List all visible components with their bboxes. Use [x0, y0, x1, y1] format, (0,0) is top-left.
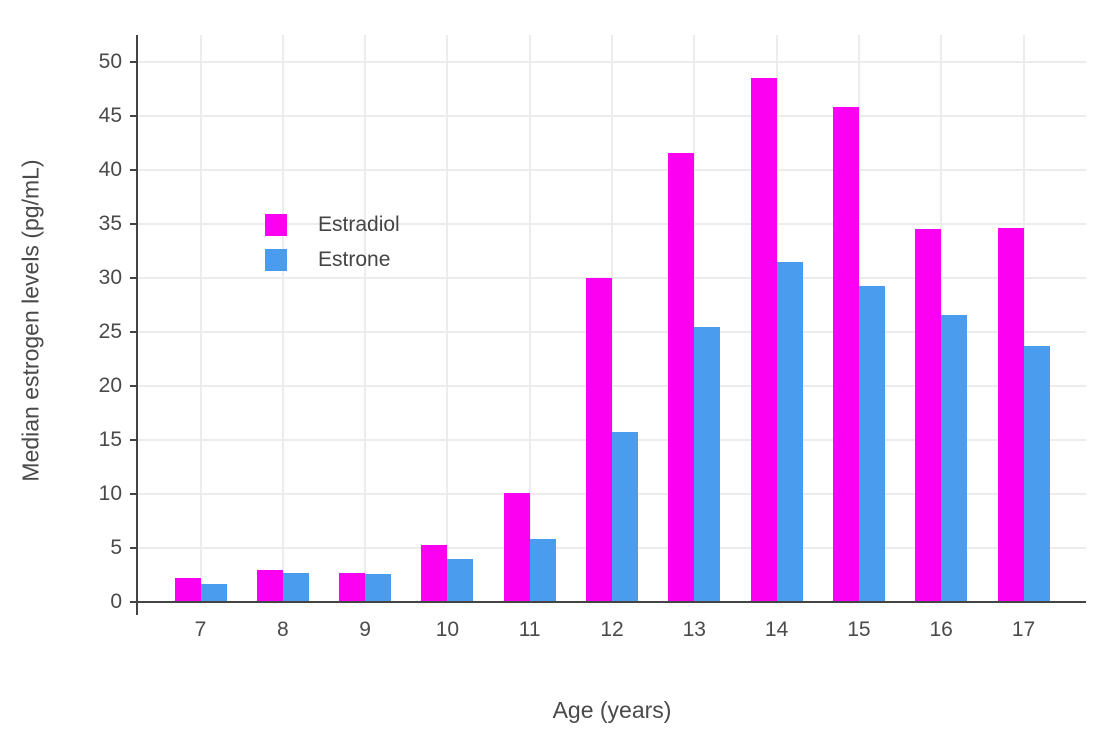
x-tick-label: 10: [435, 618, 460, 641]
x-axis-line: [138, 601, 1086, 603]
y-tick-label: 35: [98, 212, 122, 235]
y-tick-mark: [130, 61, 138, 63]
bar-estrone-16: [941, 314, 968, 602]
bar-estrone-9: [365, 573, 392, 602]
v-gridline: [1022, 35, 1025, 602]
legend-label-estrone: Estrone: [318, 248, 391, 271]
bar-estrone-17: [1023, 346, 1050, 602]
bar-estrone-15: [858, 285, 885, 602]
bar-estrone-7: [200, 583, 227, 602]
bar-estradiol-11: [503, 492, 530, 602]
y-tick-label: 15: [98, 428, 122, 451]
bar-estradiol-9: [339, 572, 366, 602]
y-tick-label: 10: [98, 482, 122, 505]
y-axis-line: [136, 35, 138, 615]
bar-estradiol-12: [586, 278, 612, 602]
bar-estradiol-15: [832, 107, 859, 602]
y-axis-title: Median estrogen levels (pg/mL): [17, 159, 44, 482]
x-tick-label: 16: [929, 618, 953, 641]
x-tick-label: 8: [276, 618, 289, 641]
legend-item-estrone: Estrone: [265, 248, 400, 272]
v-gridline: [693, 35, 696, 602]
x-tick-label: 17: [1011, 618, 1036, 641]
bar-estrone-8: [282, 572, 309, 602]
x-tick-label: 11: [518, 618, 541, 641]
bar-estrone-11: [529, 539, 556, 602]
bar-estradiol-13: [668, 152, 695, 602]
y-tick-label: 25: [98, 320, 122, 343]
v-gridline: [281, 35, 284, 602]
estradiol-swatch-icon: [265, 214, 287, 236]
y-tick-mark: [130, 115, 138, 117]
v-gridline: [611, 35, 613, 602]
y-tick-mark: [130, 601, 138, 603]
bar-estrone-13: [694, 326, 721, 602]
bar-estradiol-7: [174, 578, 201, 602]
v-gridline: [199, 35, 202, 602]
legend-label-estradiol: Estradiol: [318, 213, 400, 236]
bar-estradiol-10: [421, 544, 448, 602]
legend-item-estradiol: Estradiol: [265, 213, 400, 237]
estrone-swatch-icon: [265, 249, 287, 271]
y-tick-mark: [130, 331, 138, 333]
bar-estrone-10: [447, 558, 474, 602]
bar-estrone-12: [612, 432, 638, 602]
y-tick-label: 0: [110, 590, 122, 613]
x-tick-label: 13: [682, 618, 706, 641]
x-axis-title: Age (years): [552, 697, 672, 723]
x-tick-label: 9: [359, 618, 371, 641]
x-tick-label: 14: [764, 618, 789, 641]
y-tick-mark: [130, 169, 138, 171]
v-gridline: [446, 35, 449, 602]
bar-estradiol-14: [750, 78, 777, 602]
y-tick-label: 5: [110, 536, 122, 559]
y-tick-mark: [130, 439, 138, 441]
y-tick-mark: [130, 277, 138, 279]
y-tick-label: 40: [98, 158, 122, 181]
legend: Estradiol Estrone: [265, 213, 400, 272]
y-tick-mark: [130, 493, 138, 495]
y-tick-label: 45: [98, 104, 122, 127]
bar-estradiol-17: [997, 228, 1024, 602]
y-tick-label: 50: [98, 50, 122, 73]
v-gridline: [364, 35, 367, 602]
x-tick-label: 15: [847, 618, 871, 641]
y-tick-mark: [130, 223, 138, 225]
x-tick-label: 7: [194, 618, 207, 641]
y-tick-label: 20: [98, 374, 122, 397]
bar-estradiol-16: [915, 229, 942, 602]
bar-estradiol-8: [256, 569, 283, 602]
y-tick-label: 30: [98, 266, 122, 289]
y-tick-mark: [130, 547, 138, 549]
bar-estrone-14: [776, 261, 803, 602]
x-tick-label: 12: [600, 618, 624, 641]
y-tick-mark: [130, 385, 138, 387]
v-gridline: [528, 35, 531, 602]
